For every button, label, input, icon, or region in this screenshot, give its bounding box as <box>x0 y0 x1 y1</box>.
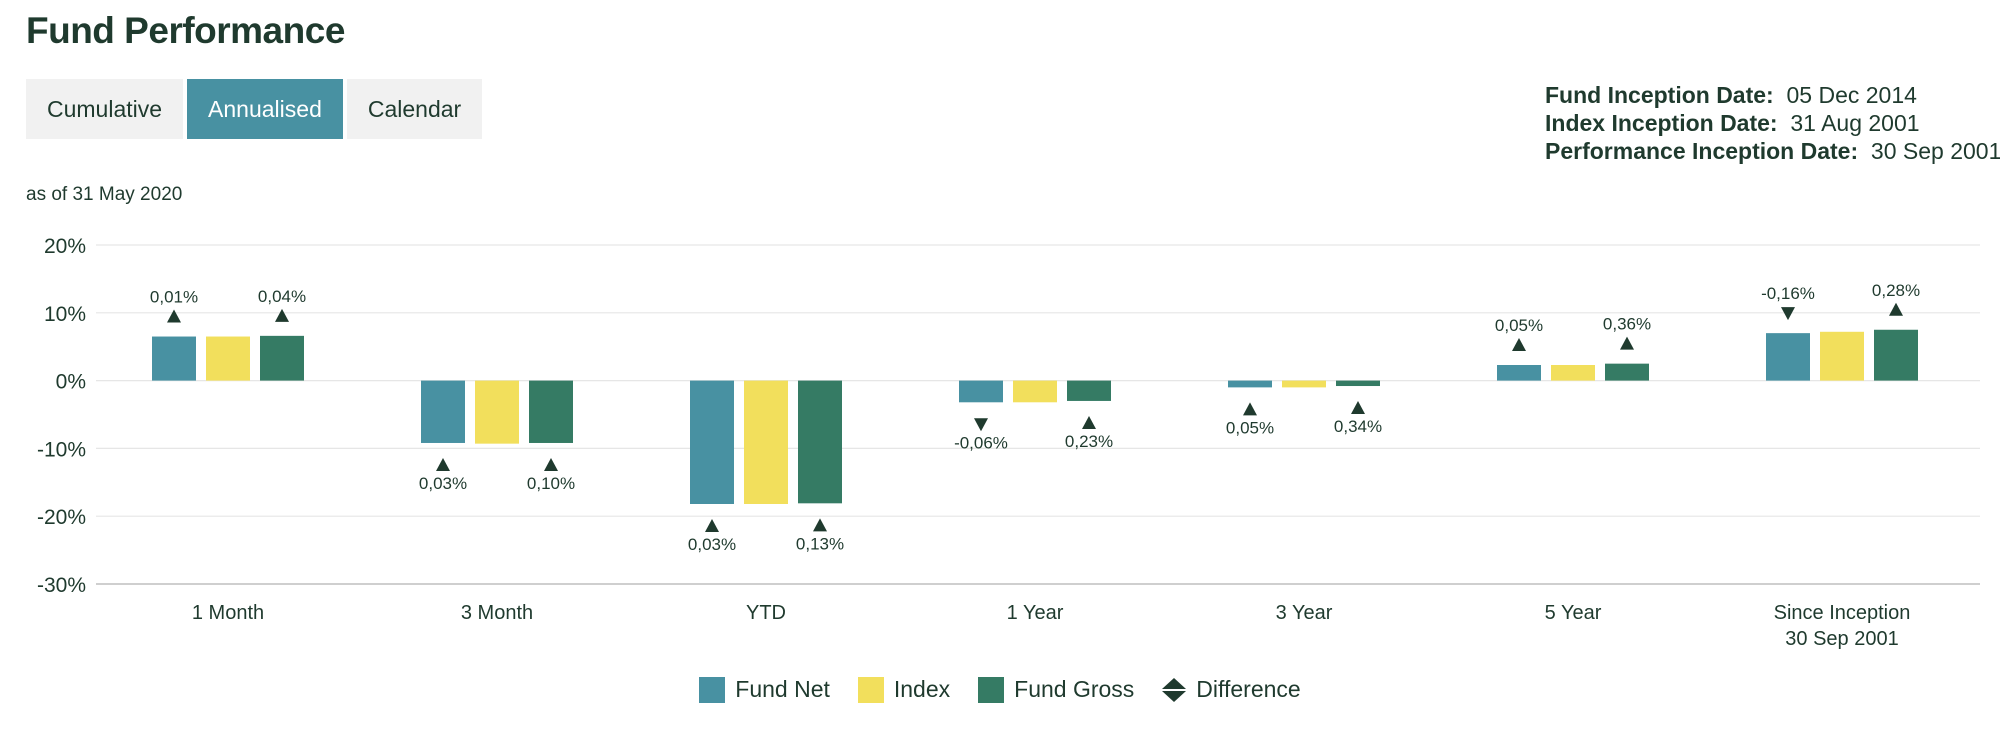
difference-label: 0,23% <box>1065 432 1113 451</box>
x-tick-label: 5 Year <box>1545 602 1602 624</box>
x-tick-label: 3 Year <box>1276 602 1333 624</box>
bar-fund_gross <box>260 335 304 381</box>
difference-label: 0,05% <box>1226 418 1274 437</box>
legend-fund-net[interactable]: Fund Net <box>699 676 830 703</box>
fund-inception-value: 05 Dec 2014 <box>1786 82 1917 108</box>
legend-difference[interactable]: Difference <box>1162 676 1301 703</box>
difference-label: 0,03% <box>419 474 467 493</box>
as-of-date: as of 31 May 2020 <box>26 184 183 205</box>
difference-marker <box>813 518 827 532</box>
bar-fund_net <box>152 336 196 381</box>
bar-fund_net <box>1766 333 1810 381</box>
difference-label: 0,36% <box>1603 315 1651 334</box>
difference-marker <box>1243 402 1257 416</box>
difference-arrows-icon <box>1162 677 1187 702</box>
performance-inception-row: Performance Inception Date: 30 Sep 2001 <box>1545 137 2000 165</box>
bar-fund_net <box>1228 380 1272 388</box>
difference-marker <box>436 457 450 471</box>
bar-fund_net <box>959 380 1003 403</box>
difference-label: 0,03% <box>688 535 736 554</box>
bar-fund_net <box>421 380 465 443</box>
bar-index <box>1820 331 1864 381</box>
bar-fund_gross <box>1874 329 1918 381</box>
x-tick-label: YTD <box>746 602 786 624</box>
difference-marker <box>1620 336 1634 350</box>
difference-label: 0,04% <box>258 287 306 306</box>
difference-label: 0,34% <box>1334 417 1382 436</box>
y-tick-label: -30% <box>37 574 86 597</box>
performance-tabs: Cumulative Annualised Calendar <box>26 79 483 139</box>
difference-marker <box>1351 401 1365 415</box>
tab-annualised[interactable]: Annualised <box>187 79 343 139</box>
y-tick-label: 20% <box>44 235 86 258</box>
bar-fund_gross <box>1605 363 1649 381</box>
difference-marker <box>544 457 558 471</box>
x-tick-label: 3 Month <box>461 602 533 624</box>
bar-fund_net <box>690 380 734 504</box>
tab-calendar[interactable]: Calendar <box>346 79 483 139</box>
legend-index[interactable]: Index <box>857 676 951 703</box>
legend-fund-net-label: Fund Net <box>735 676 830 702</box>
tab-cumulative[interactable]: Cumulative <box>26 79 184 139</box>
legend-fund-gross-label: Fund Gross <box>1014 676 1135 702</box>
page-title: Fund Performance <box>26 10 345 51</box>
bar-index <box>475 380 519 444</box>
difference-marker <box>1781 307 1795 321</box>
x-tick-label: Since Inception <box>1774 602 1911 624</box>
performance-inception-value: 30 Sep 2001 <box>1870 138 2000 164</box>
difference-label: 0,10% <box>527 474 575 493</box>
index-inception-value: 31 Aug 2001 <box>1790 110 1920 136</box>
bar-fund_gross <box>1336 380 1380 387</box>
x-tick-label: 30 Sep 2001 <box>1785 628 1898 650</box>
difference-marker <box>974 418 988 432</box>
difference-label: 0,01% <box>150 288 198 307</box>
legend-fund-gross[interactable]: Fund Gross <box>978 676 1134 703</box>
legend-index-label: Index <box>893 676 951 702</box>
difference-label: 0,28% <box>1872 281 1920 300</box>
difference-marker <box>705 518 719 532</box>
bar-index <box>1282 380 1326 388</box>
index-swatch <box>857 676 884 703</box>
index-inception-label: Index Inception Date: <box>1545 110 1778 136</box>
difference-marker <box>167 309 181 323</box>
y-tick-label: -10% <box>37 438 86 461</box>
fund-net-swatch <box>699 676 726 703</box>
bar-fund_gross <box>798 380 842 504</box>
bar-index <box>1013 380 1057 403</box>
difference-label: -0,06% <box>954 433 1008 452</box>
difference-marker <box>1082 415 1096 429</box>
bar-fund_net <box>1497 365 1541 381</box>
difference-marker <box>275 308 289 322</box>
bar-index <box>1551 365 1595 381</box>
y-tick-label: 10% <box>44 303 86 326</box>
bar-fund_gross <box>529 380 573 443</box>
fund-inception-row: Fund Inception Date: 05 Dec 2014 <box>1545 81 2000 109</box>
y-tick-label: -20% <box>37 506 86 529</box>
bar-fund_gross <box>1067 380 1111 401</box>
difference-label: -0,16% <box>1761 284 1815 303</box>
index-inception-row: Index Inception Date: 31 Aug 2001 <box>1545 109 2000 137</box>
inception-dates: Fund Inception Date: 05 Dec 2014 Index I… <box>1545 81 2000 165</box>
difference-marker <box>1889 302 1903 316</box>
performance-inception-label: Performance Inception Date: <box>1545 138 1859 164</box>
difference-marker <box>1512 338 1526 352</box>
bar-index <box>744 380 788 504</box>
legend-difference-label: Difference <box>1196 676 1301 702</box>
y-tick-label: 0% <box>56 371 86 394</box>
bar-index <box>206 336 250 381</box>
x-tick-label: 1 Year <box>1007 602 1064 624</box>
x-tick-label: 1 Month <box>192 602 264 624</box>
fund-gross-swatch <box>978 676 1005 703</box>
difference-label: 0,05% <box>1495 316 1543 335</box>
fund-inception-label: Fund Inception Date: <box>1545 82 1774 108</box>
chart-legend: Fund Net Index Fund Gross Difference <box>0 676 2000 703</box>
difference-label: 0,13% <box>796 534 844 553</box>
